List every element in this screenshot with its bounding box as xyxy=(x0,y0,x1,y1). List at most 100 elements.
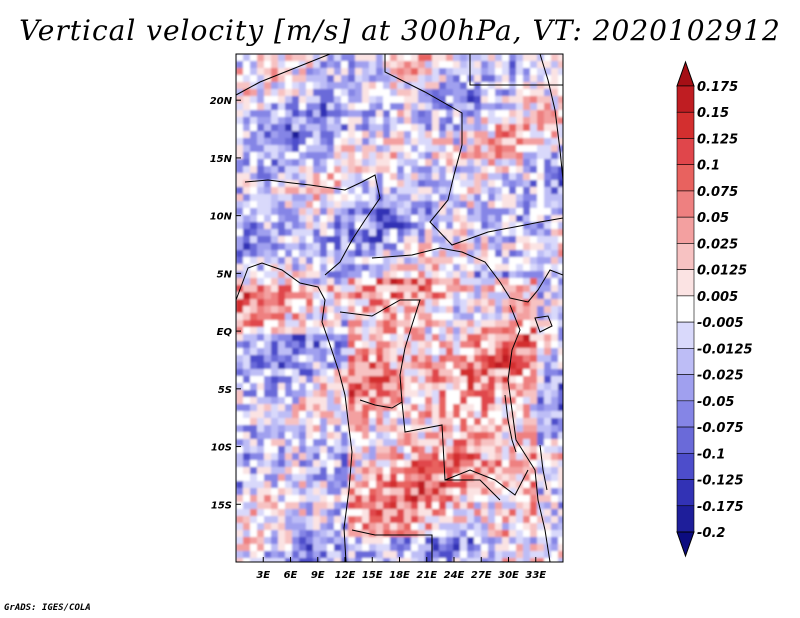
field-cell xyxy=(488,425,496,433)
field-cell xyxy=(425,82,433,90)
field-cell xyxy=(467,215,475,223)
field-cell xyxy=(376,61,384,69)
field-cell xyxy=(460,551,468,559)
field-cell xyxy=(516,474,524,482)
field-cell xyxy=(341,103,349,111)
field-cell xyxy=(509,390,517,398)
field-cell xyxy=(327,285,335,293)
field-cell xyxy=(537,299,545,307)
field-cell xyxy=(250,180,258,188)
field-cell xyxy=(558,285,563,293)
field-cell xyxy=(383,152,391,160)
field-cell xyxy=(488,145,496,153)
field-cell xyxy=(502,488,510,496)
field-cell xyxy=(271,355,279,363)
lon-tick-label: 30E xyxy=(498,570,519,581)
field-cell xyxy=(404,271,412,279)
field-cell xyxy=(348,488,356,496)
field-cell xyxy=(544,551,552,559)
field-cell xyxy=(278,341,286,349)
field-cell xyxy=(474,103,482,111)
field-cell xyxy=(264,96,272,104)
field-cell xyxy=(418,82,426,90)
field-cell xyxy=(250,404,258,412)
field-cell xyxy=(278,376,286,384)
field-cell xyxy=(439,327,447,335)
field-cell xyxy=(558,509,563,517)
field-cell xyxy=(432,54,440,62)
field-cell xyxy=(537,418,545,426)
field-cell xyxy=(411,187,419,195)
field-cell xyxy=(376,348,384,356)
field-cell xyxy=(495,544,503,552)
field-cell xyxy=(509,488,517,496)
field-cell xyxy=(439,103,447,111)
field-cell xyxy=(411,166,419,174)
field-cell xyxy=(516,257,524,265)
field-cell xyxy=(383,201,391,209)
field-cell xyxy=(362,96,370,104)
field-cell xyxy=(299,166,307,174)
field-cell xyxy=(327,341,335,349)
field-cell xyxy=(236,131,244,139)
field-cell xyxy=(481,131,489,139)
field-cell xyxy=(397,236,405,244)
field-cell xyxy=(544,103,552,111)
field-cell xyxy=(544,446,552,454)
field-cell xyxy=(383,96,391,104)
field-cell xyxy=(369,509,377,517)
field-cell xyxy=(299,404,307,412)
field-cell xyxy=(355,453,363,461)
field-cell xyxy=(292,103,300,111)
colorbar-swatch xyxy=(676,426,695,454)
field-cell xyxy=(390,558,398,562)
field-cell xyxy=(418,348,426,356)
field-cell xyxy=(425,124,433,132)
field-cell xyxy=(523,411,531,419)
field-cell xyxy=(306,369,314,377)
field-cell xyxy=(285,180,293,188)
field-cell xyxy=(488,341,496,349)
lat-tick-label: 15N xyxy=(210,154,233,165)
field-cell xyxy=(369,138,377,146)
field-cell xyxy=(397,530,405,538)
field-cell xyxy=(481,243,489,251)
colorbar-label: -0.1 xyxy=(697,447,725,462)
field-cell xyxy=(523,264,531,272)
field-cell xyxy=(495,250,503,258)
field-cell xyxy=(355,516,363,524)
field-cell xyxy=(516,341,524,349)
field-cell xyxy=(558,383,563,391)
field-cell xyxy=(257,348,265,356)
field-cell xyxy=(355,425,363,433)
field-cell xyxy=(502,327,510,335)
field-cell xyxy=(502,418,510,426)
field-cell xyxy=(439,82,447,90)
field-cell xyxy=(362,229,370,237)
country-borders xyxy=(236,54,563,562)
field-cell xyxy=(397,460,405,468)
field-cell xyxy=(474,516,482,524)
field-cell xyxy=(369,418,377,426)
field-cell xyxy=(390,75,398,83)
field-cell xyxy=(320,152,328,160)
field-cell xyxy=(551,313,559,321)
field-cell xyxy=(425,271,433,279)
field-cell xyxy=(390,250,398,258)
field-cell xyxy=(271,236,279,244)
field-cell xyxy=(453,474,461,482)
field-cell xyxy=(516,551,524,559)
field-cell xyxy=(397,82,405,90)
field-cell xyxy=(544,243,552,251)
field-cell xyxy=(404,187,412,195)
field-cell xyxy=(439,558,447,562)
field-cell xyxy=(460,194,468,202)
field-cell xyxy=(467,516,475,524)
field-cell xyxy=(334,264,342,272)
field-cell xyxy=(411,208,419,216)
field-cell xyxy=(523,278,531,286)
field-cell xyxy=(341,327,349,335)
field-cell xyxy=(453,446,461,454)
field-cell xyxy=(551,383,559,391)
field-cell xyxy=(411,117,419,125)
